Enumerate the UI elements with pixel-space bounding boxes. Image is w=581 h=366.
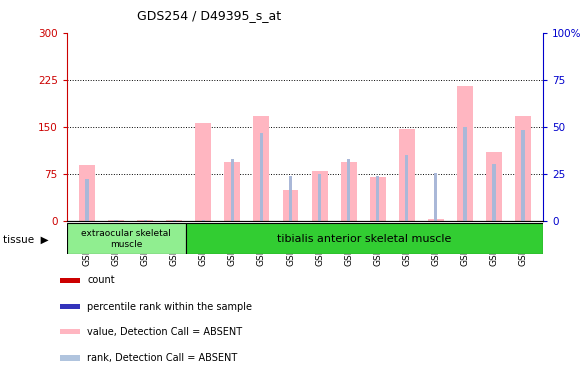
Bar (231, 158, 234, 221)
Bar (79, 165, 95, 221)
Bar (260, 134, 263, 221)
Bar (399, 129, 415, 221)
Bar (311, 171, 328, 221)
Bar (173, 220, 176, 221)
Bar (108, 220, 124, 221)
Bar (85, 179, 89, 221)
Bar (202, 220, 205, 221)
Bar (137, 220, 153, 221)
Bar (521, 130, 525, 221)
Bar (405, 156, 408, 221)
Text: tissue  ▶: tissue ▶ (3, 235, 49, 245)
Bar (376, 176, 379, 221)
Bar (253, 116, 270, 221)
Bar (195, 123, 211, 221)
Text: extraocular skeletal
muscle: extraocular skeletal muscle (81, 229, 171, 249)
Bar (515, 116, 531, 221)
Bar (114, 220, 118, 221)
Text: tibialis anterior skeletal muscle: tibialis anterior skeletal muscle (277, 234, 452, 244)
Bar (186, 223, 543, 254)
Text: percentile rank within the sample: percentile rank within the sample (87, 302, 252, 311)
Bar (224, 162, 241, 221)
Bar (370, 178, 386, 221)
Bar (428, 219, 444, 221)
Bar (434, 173, 437, 221)
Bar (60, 329, 80, 335)
Bar (463, 127, 467, 221)
Bar (318, 174, 321, 221)
Bar (457, 86, 473, 221)
Bar (486, 152, 502, 221)
Bar (166, 220, 182, 221)
Bar (289, 176, 292, 221)
Bar (340, 162, 357, 221)
Bar (347, 158, 350, 221)
Text: count: count (87, 276, 115, 285)
Bar (60, 277, 80, 283)
Bar (60, 304, 80, 309)
Bar (144, 220, 147, 221)
Text: value, Detection Call = ABSENT: value, Detection Call = ABSENT (87, 326, 242, 337)
Bar (67, 223, 186, 254)
Text: GDS254 / D49395_s_at: GDS254 / D49395_s_at (137, 9, 281, 22)
Bar (492, 164, 496, 221)
Bar (60, 355, 80, 361)
Text: rank, Detection Call = ABSENT: rank, Detection Call = ABSENT (87, 353, 238, 363)
Bar (282, 190, 299, 221)
